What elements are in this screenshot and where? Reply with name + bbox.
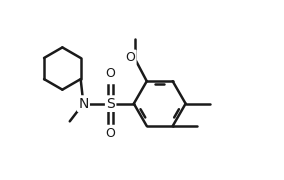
Text: N: N: [78, 97, 89, 111]
Text: O: O: [106, 127, 116, 140]
Text: O: O: [126, 51, 135, 64]
Text: S: S: [106, 97, 115, 111]
Text: O: O: [106, 68, 116, 80]
